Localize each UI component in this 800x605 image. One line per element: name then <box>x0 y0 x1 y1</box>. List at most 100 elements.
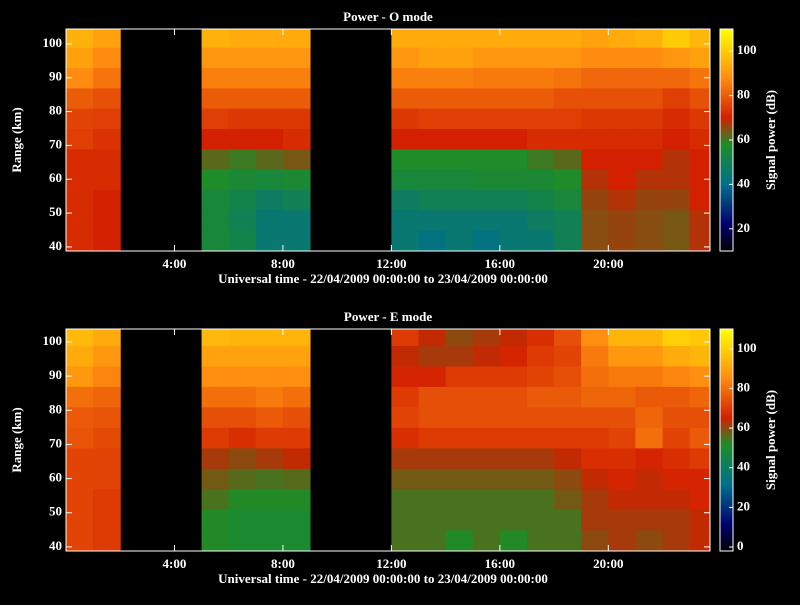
heatmap-cell <box>391 230 419 251</box>
heatmap-cell <box>66 47 94 68</box>
heatmap-cell <box>256 68 284 89</box>
heatmap-cell <box>608 407 636 428</box>
heatmap-cell <box>663 169 691 190</box>
heatmap-cell <box>635 128 663 149</box>
heatmap-cell <box>446 407 474 428</box>
heatmap-cell <box>229 149 257 170</box>
heatmap-cell <box>391 128 419 149</box>
heatmap-cell <box>663 210 691 231</box>
heatmap-cell <box>93 386 121 407</box>
heatmap-cell <box>391 210 419 231</box>
heatmap-cell <box>419 509 447 530</box>
heatmap-cell <box>419 386 447 407</box>
heatmap-cell <box>202 108 230 129</box>
heatmap-cell <box>473 230 501 251</box>
heatmap-cell <box>93 468 121 489</box>
heatmap-cell <box>93 489 121 510</box>
heatmap-cell <box>283 88 311 109</box>
heatmap-cell <box>256 169 284 190</box>
heatmap-cell <box>93 509 121 530</box>
heatmap-cell <box>635 149 663 170</box>
heatmap-cell <box>419 68 447 89</box>
heatmap-cell <box>202 386 230 407</box>
heatmap-cell <box>229 88 257 109</box>
x-tick-label: 16:00 <box>485 256 515 271</box>
heatmap-cell <box>473 189 501 210</box>
heatmap-cell <box>93 27 121 48</box>
heatmap-cell <box>419 366 447 387</box>
heatmap-cell <box>608 68 636 89</box>
heatmap-cell <box>446 325 474 346</box>
heatmap-cell <box>500 47 528 68</box>
heatmap-cell <box>256 386 284 407</box>
heatmap-cell <box>256 210 284 231</box>
heatmap-cell <box>93 448 121 469</box>
heatmap-cell <box>66 427 94 448</box>
heatmap-cell <box>202 128 230 149</box>
heatmap-cell <box>635 509 663 530</box>
heatmap-cell <box>66 325 94 346</box>
heatmap-cell <box>391 530 419 551</box>
x-tick-label: 4:00 <box>163 556 187 571</box>
heatmap-cell <box>581 169 609 190</box>
heatmap-cell <box>446 345 474 366</box>
heatmap-cell <box>473 489 501 510</box>
heatmap-cell <box>473 345 501 366</box>
heatmap-cell <box>202 509 230 530</box>
heatmap-cell <box>473 448 501 469</box>
heatmap-cell <box>690 530 718 551</box>
heatmap-cell <box>283 489 311 510</box>
heatmap-cell <box>581 68 609 89</box>
heatmap-cell <box>663 325 691 346</box>
heatmap-cell <box>663 189 691 210</box>
heatmap-cell <box>202 149 230 170</box>
heatmap-cell <box>500 468 528 489</box>
heatmap-cell <box>473 108 501 129</box>
heatmap-cell <box>419 427 447 448</box>
heatmap-cell <box>229 468 257 489</box>
heatmap-cell <box>446 27 474 48</box>
heatmap-cell <box>581 325 609 346</box>
heatmap-cell <box>527 68 555 89</box>
heatmap-cell <box>690 325 718 346</box>
heatmap-cell <box>473 325 501 346</box>
heatmap-cell <box>663 427 691 448</box>
heatmap-cell <box>527 448 555 469</box>
heatmap-cell <box>635 345 663 366</box>
y-tick-label: 70 <box>49 435 62 450</box>
heatmap-cell <box>202 345 230 366</box>
heatmap-cell <box>581 189 609 210</box>
heatmap-cell <box>391 489 419 510</box>
heatmap-cell <box>554 489 582 510</box>
colorbar-tick-label: 100 <box>737 340 757 355</box>
heatmap-cell <box>229 386 257 407</box>
heatmap-cell <box>608 169 636 190</box>
heatmap-cell <box>202 210 230 231</box>
heatmap-cell <box>635 386 663 407</box>
heatmap-cell <box>635 47 663 68</box>
heatmap-cell <box>66 448 94 469</box>
heatmap-cell <box>635 230 663 251</box>
heatmap-cell <box>500 448 528 469</box>
colorbar-tick-label: 80 <box>737 379 750 394</box>
heatmap-cell <box>608 88 636 109</box>
heatmap-cell <box>663 230 691 251</box>
heatmap-cell <box>581 407 609 428</box>
heatmap-cell <box>229 128 257 149</box>
heatmap-cell <box>527 509 555 530</box>
heatmap-cell <box>202 68 230 89</box>
heatmap-cell <box>500 489 528 510</box>
heatmap-cell <box>283 68 311 89</box>
y-tick-label: 90 <box>49 367 62 382</box>
heatmap-cell <box>690 407 718 428</box>
heatmap-cell <box>229 448 257 469</box>
heatmap-cell <box>635 169 663 190</box>
heatmap-cell <box>391 149 419 170</box>
heatmap-cell <box>663 366 691 387</box>
heatmap-cell <box>256 427 284 448</box>
heatmap-cell <box>527 108 555 129</box>
heatmap-cell <box>473 68 501 89</box>
heatmap-cell <box>635 88 663 109</box>
heatmap-cell <box>66 128 94 149</box>
heatmap-cell <box>283 468 311 489</box>
